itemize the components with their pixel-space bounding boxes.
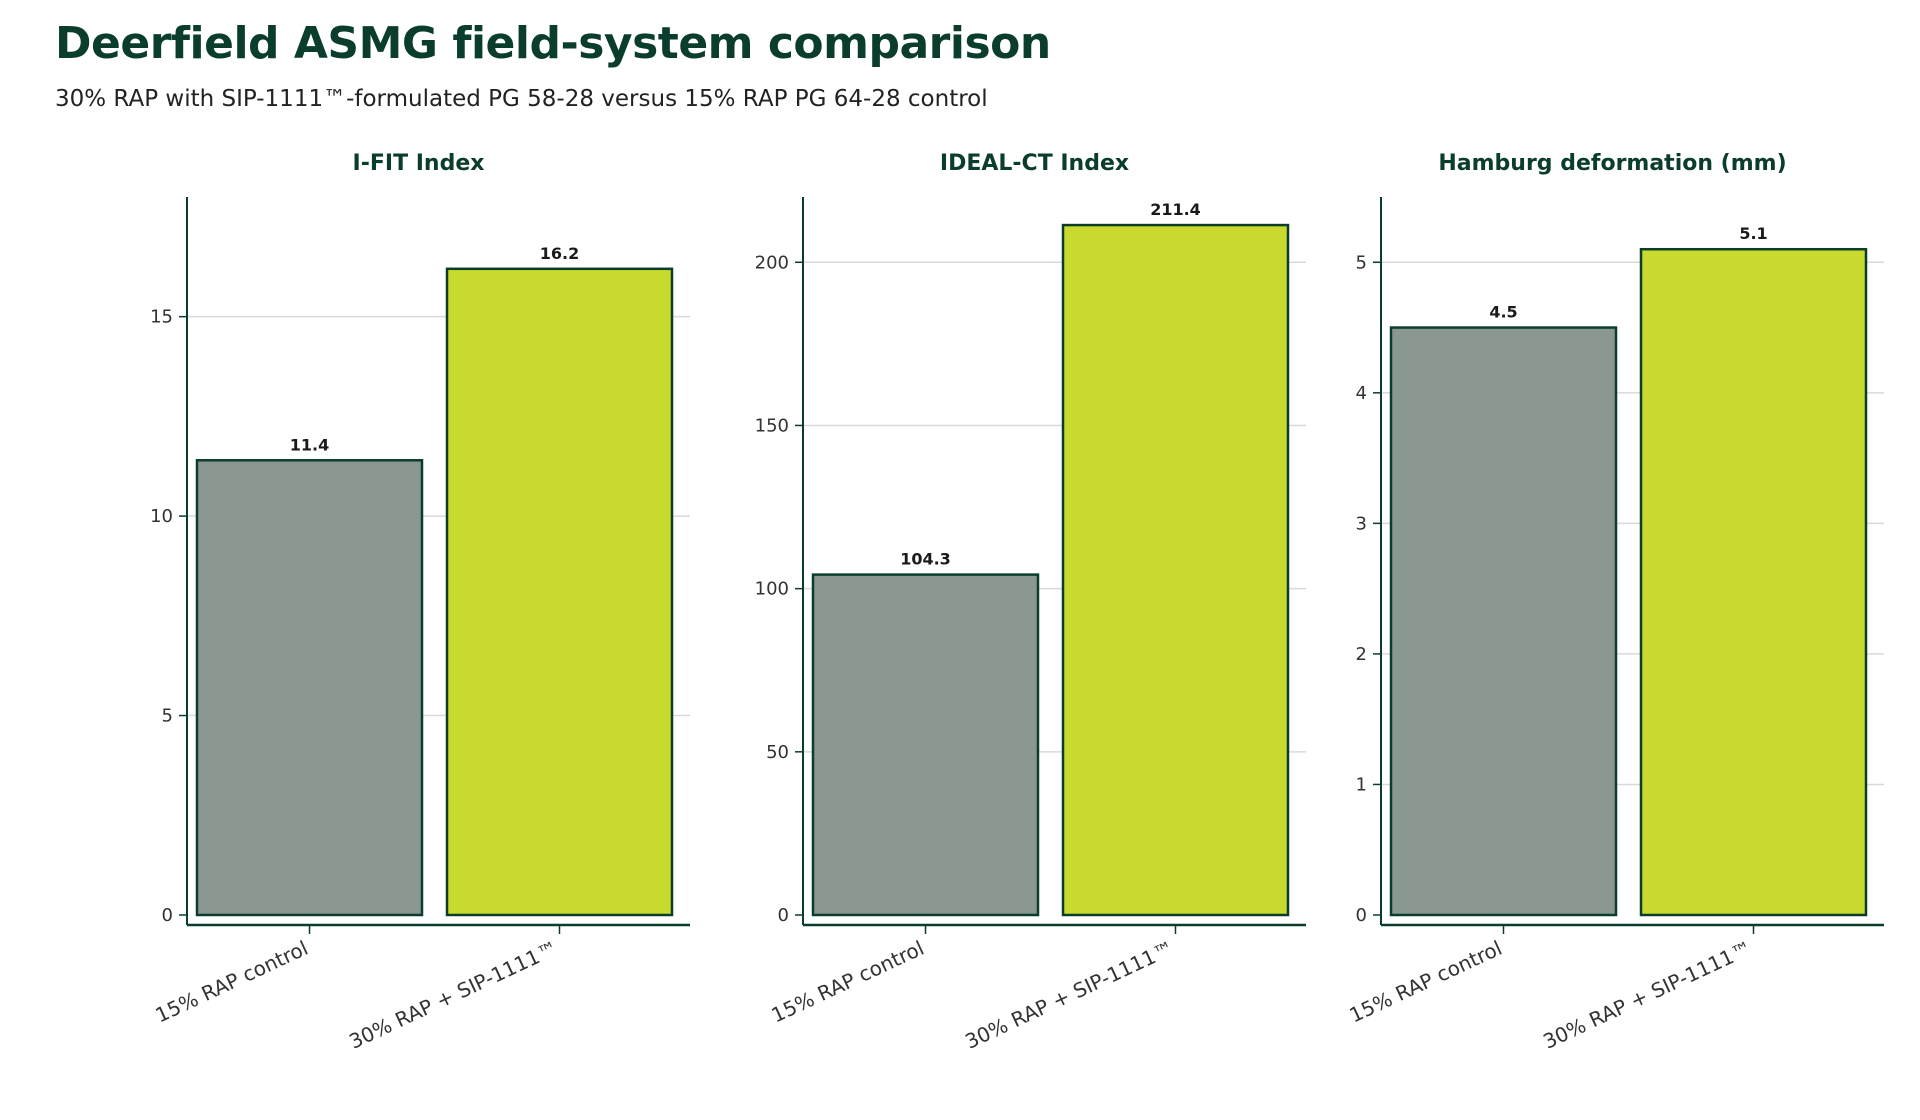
panel-title: IDEAL-CT Index <box>940 151 1129 176</box>
x-tick-label: 15% RAP control <box>1346 936 1506 1028</box>
bar <box>1389 326 1618 917</box>
bar <box>1639 247 1868 917</box>
y-tick-label: 150 <box>755 415 789 436</box>
y-tick-label: 50 <box>766 742 789 763</box>
y-tick-label: 10 <box>150 506 173 527</box>
panel-title: I-FIT Index <box>353 151 485 176</box>
y-tick-label: 100 <box>755 579 789 600</box>
data-label: 211.4 <box>1150 200 1201 219</box>
y-tick-label: 4 <box>1356 383 1367 404</box>
bar <box>811 573 1040 917</box>
x-tick-label: 15% RAP control <box>152 936 312 1028</box>
x-tick-label: 30% RAP + SIP-1111™ <box>1539 936 1755 1054</box>
y-tick-label: 0 <box>1356 905 1367 926</box>
y-tick-label: 200 <box>755 252 789 273</box>
panel-title: Hamburg deformation (mm) <box>1438 151 1786 176</box>
y-tick-label: 0 <box>778 905 789 926</box>
data-label: 104.3 <box>900 550 951 569</box>
y-tick-label: 0 <box>162 905 173 926</box>
data-label: 11.4 <box>290 435 329 454</box>
y-tick-label: 1 <box>1356 774 1367 795</box>
data-label: 5.1 <box>1739 224 1767 243</box>
y-tick-label: 3 <box>1356 513 1367 534</box>
y-tick-label: 5 <box>1356 252 1367 273</box>
bar <box>445 267 674 917</box>
y-tick-label: 5 <box>162 706 173 727</box>
data-label: 16.2 <box>540 244 579 263</box>
page-title: Deerfield ASMG field-system comparison <box>55 18 1051 69</box>
x-tick-label: 30% RAP + SIP-1111™ <box>961 936 1177 1054</box>
bar <box>195 459 424 917</box>
y-tick-label: 2 <box>1356 644 1367 665</box>
bar <box>1061 223 1290 917</box>
x-tick-label: 15% RAP control <box>768 936 928 1028</box>
data-label: 4.5 <box>1489 303 1517 322</box>
y-tick-label: 15 <box>150 307 173 328</box>
x-tick-label: 30% RAP + SIP-1111™ <box>345 936 561 1054</box>
page-subtitle: 30% RAP with SIP-1111™-formulated PG 58-… <box>55 86 988 112</box>
